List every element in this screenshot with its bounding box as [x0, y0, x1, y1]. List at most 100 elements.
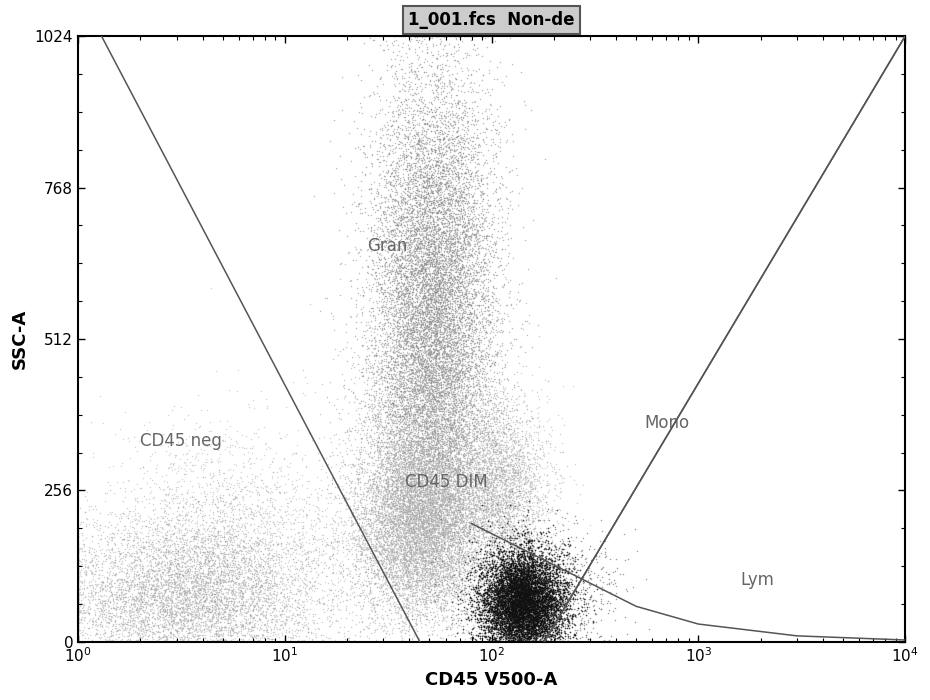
Point [565, 631, 580, 643]
Point [538, 584, 553, 596]
Point [473, 540, 488, 551]
Point [196, 623, 211, 634]
Point [413, 470, 428, 481]
Point [496, 443, 511, 454]
Point [405, 593, 419, 604]
Point [332, 557, 347, 568]
Point [132, 622, 147, 633]
Point [419, 613, 434, 624]
Point [372, 335, 387, 346]
Point [415, 486, 430, 498]
Point [435, 396, 450, 407]
Point [445, 298, 460, 309]
Point [228, 601, 243, 612]
Point [259, 609, 273, 620]
Point [140, 565, 154, 576]
Point [393, 197, 408, 209]
Point [538, 568, 552, 580]
Point [558, 582, 573, 594]
Point [403, 547, 418, 559]
Point [317, 598, 332, 609]
Point [554, 596, 569, 607]
Point [448, 435, 463, 446]
Point [117, 636, 132, 648]
Point [397, 298, 412, 309]
Point [500, 623, 515, 634]
Point [179, 636, 194, 648]
Point [397, 423, 412, 434]
Point [522, 594, 537, 605]
Point [393, 478, 408, 489]
Point [499, 497, 514, 508]
Point [449, 469, 464, 480]
Point [426, 433, 441, 444]
Point [528, 605, 543, 616]
Point [510, 598, 525, 610]
Point [475, 474, 490, 485]
Point [158, 510, 173, 522]
Point [408, 537, 423, 548]
Point [508, 592, 523, 603]
Point [250, 634, 265, 645]
Point [491, 444, 506, 455]
Point [434, 364, 449, 375]
Point [377, 140, 392, 151]
Point [563, 471, 578, 482]
Point [195, 575, 210, 586]
Point [531, 604, 546, 615]
Point [484, 475, 498, 486]
Point [517, 99, 532, 111]
Point [426, 428, 441, 440]
Point [444, 119, 458, 130]
Point [415, 603, 430, 614]
Point [537, 587, 551, 598]
Point [499, 387, 514, 398]
Point [71, 565, 86, 576]
Point [179, 539, 194, 550]
Point [217, 467, 232, 478]
Point [440, 331, 455, 342]
Point [455, 303, 470, 314]
Point [533, 615, 548, 626]
Point [453, 372, 468, 383]
Point [526, 584, 541, 595]
Point [148, 614, 163, 625]
Point [458, 254, 472, 265]
Point [180, 634, 195, 645]
Point [265, 564, 280, 575]
Point [168, 612, 183, 623]
Point [142, 636, 157, 648]
Point [463, 323, 478, 334]
Point [420, 278, 435, 289]
Point [508, 584, 523, 596]
Point [549, 564, 564, 575]
Point [494, 612, 509, 624]
Point [520, 636, 535, 648]
Point [461, 265, 476, 276]
Point [415, 282, 430, 293]
Point [413, 519, 428, 531]
Point [450, 125, 465, 136]
Point [470, 549, 485, 560]
Point [435, 586, 450, 597]
Point [492, 416, 507, 428]
Point [521, 612, 536, 624]
Point [532, 630, 547, 641]
Point [444, 475, 458, 486]
Point [237, 508, 252, 519]
Point [349, 218, 364, 229]
Point [430, 520, 445, 531]
Point [453, 387, 468, 398]
Point [418, 635, 432, 646]
Point [451, 328, 466, 339]
Point [514, 615, 529, 626]
Point [211, 636, 226, 648]
Point [421, 485, 436, 496]
Point [428, 526, 443, 538]
Point [291, 549, 306, 560]
Point [362, 513, 377, 524]
Point [444, 496, 458, 507]
Point [392, 136, 407, 148]
Point [382, 492, 397, 503]
Point [495, 527, 510, 538]
